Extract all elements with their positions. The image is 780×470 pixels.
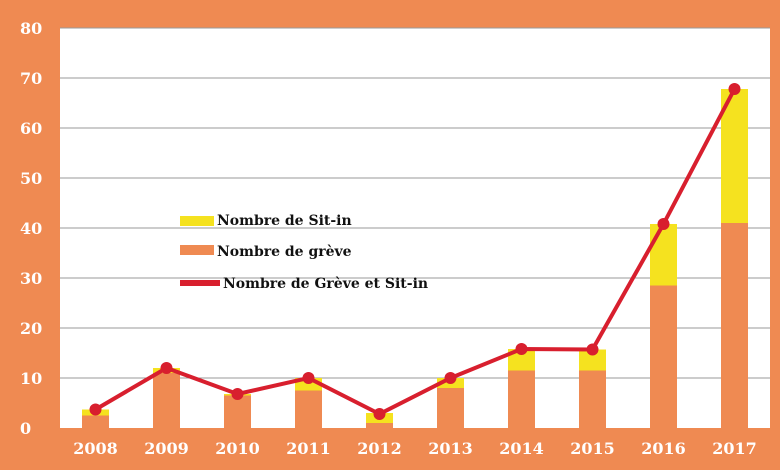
legend: Nombre de Sit-in Nombre de grève Nombre … xyxy=(180,213,428,292)
total-point-2014 xyxy=(515,343,528,355)
total-point-2010 xyxy=(231,388,244,400)
bar-sit-in-2015 xyxy=(579,349,606,371)
legend-label-total-line: Nombre de Grève et Sit-in xyxy=(223,276,428,292)
y-tick-label-50: 50 xyxy=(20,169,42,188)
total-point-2013 xyxy=(444,372,457,384)
total-line xyxy=(94,88,737,416)
x-tick-label-2017: 2017 xyxy=(712,439,757,458)
y-tick-label-0: 0 xyxy=(20,419,31,438)
bar-greve-2016 xyxy=(650,285,677,428)
y-tick-label-40: 40 xyxy=(20,219,42,238)
bar-sit-in-2016 xyxy=(650,224,677,286)
x-tick-label-2012: 2012 xyxy=(357,439,402,458)
total-point-2017 xyxy=(728,83,741,95)
bar-greve-2017 xyxy=(721,223,748,428)
legend-label-sit-in: Nombre de Sit-in xyxy=(217,213,352,229)
legend-label-greve: Nombre de grève xyxy=(217,244,352,260)
bars-layer xyxy=(82,89,748,428)
legend-swatch-greve xyxy=(180,245,214,255)
bar-greve-2008 xyxy=(82,415,109,428)
total-point-2015 xyxy=(586,343,599,356)
total-point-2016 xyxy=(657,218,670,230)
line-layer xyxy=(89,83,741,420)
bar-greve-2014 xyxy=(508,370,535,428)
x-tick-label-2014: 2014 xyxy=(499,439,544,458)
y-tick-label-20: 20 xyxy=(20,319,42,338)
x-tick-label-2008: 2008 xyxy=(73,439,118,458)
bar-greve-2011 xyxy=(295,390,322,428)
y-tick-label-60: 60 xyxy=(20,119,42,138)
y-tick-label-30: 30 xyxy=(20,269,42,288)
bar-greve-2010 xyxy=(224,395,251,428)
bar-greve-2015 xyxy=(579,370,606,428)
x-tick-label-2011: 2011 xyxy=(286,439,331,458)
y-axis: 0 10 20 30 40 50 60 70 80 xyxy=(20,19,42,438)
legend-swatch-total-line xyxy=(180,280,220,286)
x-tick-label-2015: 2015 xyxy=(570,439,615,458)
x-tick-label-2010: 2010 xyxy=(215,439,260,458)
y-tick-label-70: 70 xyxy=(20,69,42,88)
x-tick-label-2016: 2016 xyxy=(641,439,686,458)
x-axis: 2008 2009 2010 2011 2012 2013 2014 2015 2016 2017 xyxy=(73,439,757,458)
bar-sit-in-2014 xyxy=(508,349,535,371)
x-tick-label-2013: 2013 xyxy=(428,439,473,458)
bar-greve-2013 xyxy=(437,388,464,428)
total-point-2012 xyxy=(373,408,386,420)
total-point-2009 xyxy=(160,362,173,374)
bar-greve-2009 xyxy=(153,373,180,428)
x-tick-label-2009: 2009 xyxy=(144,439,189,458)
total-point-2008 xyxy=(89,403,102,416)
legend-swatch-sit-in xyxy=(180,216,214,226)
total-point-2011 xyxy=(302,372,315,384)
y-tick-label-80: 80 xyxy=(20,19,42,38)
bar-sit-in-2017 xyxy=(721,89,748,223)
y-tick-label-10: 10 xyxy=(20,369,42,388)
bar-greve-2012 xyxy=(366,423,393,428)
